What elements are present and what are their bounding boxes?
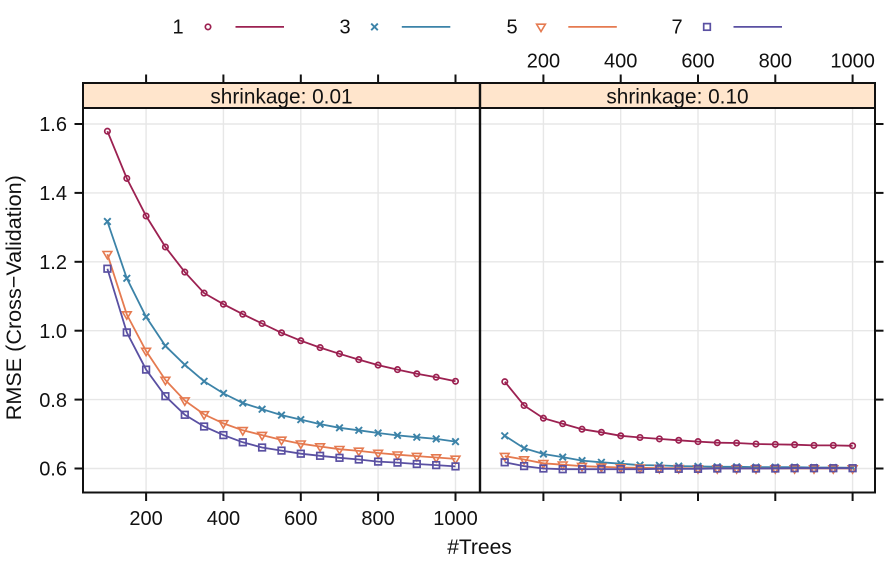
svg-text:200: 200 bbox=[527, 51, 560, 73]
svg-text:600: 600 bbox=[681, 51, 714, 73]
svg-text:3: 3 bbox=[339, 17, 350, 39]
svg-text:1000: 1000 bbox=[830, 51, 875, 73]
svg-text:800: 800 bbox=[361, 508, 394, 530]
svg-text:#Trees: #Trees bbox=[447, 536, 512, 559]
svg-text:1: 1 bbox=[172, 17, 183, 39]
svg-text:600: 600 bbox=[284, 508, 317, 530]
svg-text:1.0: 1.0 bbox=[39, 321, 67, 343]
svg-text:shrinkage: 0.01: shrinkage: 0.01 bbox=[210, 86, 352, 109]
svg-text:400: 400 bbox=[207, 508, 240, 530]
svg-text:RMSE (Cross−Validation): RMSE (Cross−Validation) bbox=[1, 175, 26, 420]
svg-text:200: 200 bbox=[129, 508, 162, 530]
svg-text:shrinkage: 0.10: shrinkage: 0.10 bbox=[606, 86, 748, 109]
svg-text:1000: 1000 bbox=[433, 508, 478, 530]
svg-text:7: 7 bbox=[671, 17, 682, 39]
svg-text:0.8: 0.8 bbox=[39, 390, 67, 412]
svg-text:1.6: 1.6 bbox=[39, 114, 67, 136]
svg-text:5: 5 bbox=[506, 17, 517, 39]
svg-text:1.4: 1.4 bbox=[39, 183, 67, 205]
svg-text:400: 400 bbox=[604, 51, 637, 73]
svg-text:0.6: 0.6 bbox=[39, 459, 67, 481]
svg-text:1.2: 1.2 bbox=[39, 252, 67, 274]
svg-text:800: 800 bbox=[759, 51, 792, 73]
